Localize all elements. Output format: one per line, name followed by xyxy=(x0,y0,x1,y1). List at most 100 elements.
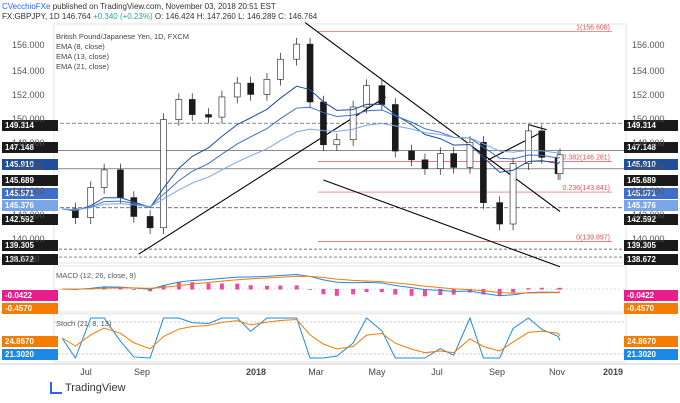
macd-histogram-bar xyxy=(481,289,486,295)
candle-body xyxy=(146,216,154,229)
signal-line xyxy=(61,275,561,294)
price-tick: 148.000 xyxy=(12,138,45,148)
price-tick: 150.000 xyxy=(12,114,45,124)
grid xyxy=(0,23,680,365)
trendline xyxy=(487,131,543,161)
chart-legend: British Pound/Japanese Yen, 1D, FXCM EMA… xyxy=(56,32,189,72)
candle-body xyxy=(293,43,300,60)
price-tick: 152.000 xyxy=(632,90,665,100)
macd-histogram-bar xyxy=(308,289,313,290)
trendline xyxy=(323,179,561,268)
price-tick: 156.000 xyxy=(632,40,665,50)
macd-histogram-bar xyxy=(334,289,339,296)
candle-body xyxy=(117,169,124,198)
stoch-label-left-bottom: 21.3020 xyxy=(2,349,58,360)
price-tick: 144.000 xyxy=(12,186,45,196)
candle-body xyxy=(100,169,108,188)
macd-histogram-bar xyxy=(294,285,299,290)
symbol-header: FX:GBPJPY, 1D 146.764 +0.340 (+0.23%) O:… xyxy=(2,12,317,21)
logo-text: TradingView xyxy=(65,382,126,394)
macd-histogram-bar xyxy=(219,283,224,290)
stoch-d-line xyxy=(61,318,561,354)
candle-body xyxy=(233,82,241,98)
fib-label: 0.236(143.841) xyxy=(563,185,610,192)
macd-histogram-bar xyxy=(148,289,153,292)
pane-frame xyxy=(53,313,627,363)
time-tick: Mar xyxy=(308,367,324,377)
macd-histogram-bar xyxy=(409,289,414,296)
macd-histogram-bar xyxy=(278,285,283,290)
macd-label-left-top: -0.0422 xyxy=(2,290,58,301)
candle-body xyxy=(391,104,399,152)
price-label: 149.314 xyxy=(624,120,678,131)
macd-histogram-bar xyxy=(364,289,369,293)
price-tick: 2.5000 xyxy=(12,254,40,264)
macd-histogram-bar xyxy=(393,289,398,295)
price-label: 145.571 xyxy=(624,188,678,199)
tradingview-logo: TradingView xyxy=(50,382,126,394)
last-value: 146.764 xyxy=(61,12,91,21)
macd-line xyxy=(61,273,561,297)
price-label: 145.910 xyxy=(624,159,678,170)
time-tick: 2018 xyxy=(245,367,267,377)
price-label: 139.305 xyxy=(624,240,678,251)
price-label: 138.672 xyxy=(2,254,58,265)
price-label: 145.376 xyxy=(624,200,678,211)
candle-body xyxy=(333,139,341,146)
price-label: 145.910 xyxy=(2,159,58,170)
macd-histogram-bar xyxy=(539,287,544,290)
candle-body xyxy=(175,99,183,120)
price-tick: 146.000 xyxy=(632,162,665,172)
trendlines xyxy=(138,22,561,268)
legend-ema8: EMA (8, close) xyxy=(56,42,105,51)
macd-label-right-bottom: -0.4570 xyxy=(624,303,678,314)
candle-body xyxy=(263,79,271,95)
price-label: 147.148 xyxy=(2,142,58,153)
candle-body xyxy=(556,154,564,174)
price-label: 142.592 xyxy=(624,214,678,225)
ema-lines xyxy=(61,85,561,212)
price-label: 145.376 xyxy=(2,200,58,211)
candle-body xyxy=(480,141,487,203)
stoch-k-line xyxy=(61,316,561,360)
price-tick: 140.000 xyxy=(12,234,45,244)
symbol-text: FX:GBPJPY, 1D xyxy=(2,12,60,21)
trendline xyxy=(528,124,547,131)
candle-body xyxy=(525,130,532,164)
macd-histogram-bar xyxy=(190,282,195,290)
candle-body xyxy=(72,208,79,219)
candle-body xyxy=(450,153,457,168)
price-tick: 146.000 xyxy=(12,162,45,172)
price-tick: 148.000 xyxy=(632,138,665,148)
time-tick: 2019 xyxy=(602,367,624,377)
macd-histogram-bar xyxy=(264,285,269,290)
candle-body xyxy=(538,130,546,158)
price-label: 149.314 xyxy=(2,120,58,131)
price-tick: 144.000 xyxy=(632,186,665,196)
candle-body xyxy=(408,150,415,161)
fib-label: 0(139.897) xyxy=(576,235,610,242)
time-tick: Sep xyxy=(133,367,151,377)
macd-label-right-top: -0.0422 xyxy=(624,290,678,301)
candle-body xyxy=(320,101,327,146)
legend-ema13: EMA (13, close) xyxy=(56,52,109,61)
candle-body xyxy=(466,141,474,168)
macd-label-left-bottom: -0.4570 xyxy=(2,303,58,314)
macd-histogram-bar xyxy=(379,289,384,293)
macd-histogram-bar xyxy=(351,289,356,295)
legend-ema21: EMA (21, close) xyxy=(56,62,109,71)
time-tick: Nov xyxy=(548,367,566,377)
price-tick: 142.000 xyxy=(632,210,665,220)
stoch-label-right-top: 24.8670 xyxy=(624,336,678,347)
macd-histogram-bar xyxy=(131,289,136,290)
price-tick: 152.000 xyxy=(12,90,45,100)
publish-header: CVecchioFXe published on TradingView.com… xyxy=(2,2,276,11)
candle-body xyxy=(509,163,517,225)
price-label: 142.592 xyxy=(2,214,58,225)
published-text: published on TradingView.com, November 0… xyxy=(52,2,276,11)
price-label: 138.672 xyxy=(624,254,678,265)
price-label: 139.305 xyxy=(2,240,58,251)
candle-body xyxy=(160,119,167,229)
candle-body xyxy=(188,99,196,115)
